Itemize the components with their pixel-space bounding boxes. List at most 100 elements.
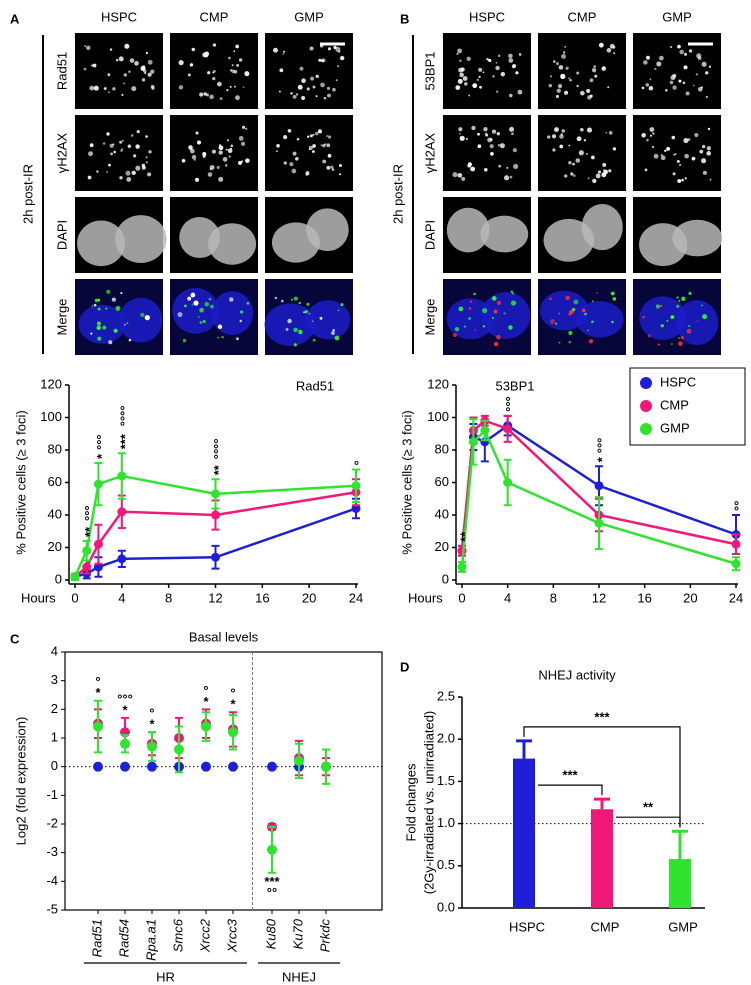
- significance: °°: [267, 885, 277, 900]
- focus-dot: [231, 64, 234, 67]
- focus-dot: [591, 320, 594, 324]
- x-tick-label: 8: [550, 590, 557, 605]
- focus-dot: [229, 297, 234, 302]
- focus-dot: [607, 86, 610, 89]
- focus-dot: [697, 56, 702, 61]
- focus-dot: [208, 297, 212, 301]
- focus-dot: [228, 56, 231, 60]
- focus-dot: [304, 310, 308, 314]
- focus-dot: [103, 87, 107, 91]
- focus-dot: [187, 296, 192, 301]
- focus-dot: [586, 127, 593, 133]
- focus-dot: [309, 46, 314, 51]
- row-label: Merge: [54, 299, 69, 336]
- focus-dot: [226, 139, 230, 142]
- focus-dot: [128, 338, 132, 342]
- focus-dot: [150, 69, 155, 74]
- focus-dot: [688, 324, 691, 328]
- significance: *: [594, 456, 609, 462]
- focus-dot: [458, 127, 463, 132]
- focus-dot: [145, 156, 148, 159]
- significance: °°: [731, 501, 746, 511]
- focus-dot: [561, 74, 565, 78]
- data-point: [211, 510, 220, 520]
- focus-dot: [150, 84, 155, 89]
- focus-dot: [644, 168, 648, 172]
- focus-dot: [678, 79, 682, 83]
- focus-dot: [485, 132, 488, 135]
- x-tick-label: HSPC: [509, 919, 545, 934]
- nucleus: [306, 208, 349, 252]
- focus-dot: [509, 93, 513, 98]
- focus-dot: [608, 169, 612, 173]
- nucleus: [211, 291, 254, 335]
- focus-dot: [212, 43, 217, 47]
- focus-dot: [209, 94, 214, 100]
- focus-dot: [707, 127, 711, 131]
- focus-dot: [676, 159, 680, 163]
- focus-dot: [228, 155, 231, 158]
- focus-dot: [455, 85, 461, 90]
- focus-dot: [678, 341, 683, 346]
- focus-dot: [315, 95, 318, 98]
- focus-dot: [580, 127, 584, 132]
- focus-dot: [197, 140, 202, 145]
- focus-dot: [465, 138, 468, 140]
- focus-dot: [701, 304, 704, 307]
- focus-dot: [97, 307, 101, 311]
- row-label: Rad51: [54, 52, 69, 90]
- focus-dot: [612, 147, 617, 151]
- focus-dot: [245, 127, 248, 130]
- focus-dot: [474, 328, 477, 331]
- significance: °: [351, 460, 366, 465]
- focus-dot: [88, 151, 94, 157]
- significance: °°°°: [117, 405, 132, 426]
- focus-dot: [335, 79, 338, 82]
- focus-dot: [92, 63, 97, 68]
- focus-dot: [145, 161, 149, 164]
- focus-dot: [557, 84, 563, 89]
- focus-dot: [691, 156, 696, 161]
- micrograph: [443, 33, 531, 109]
- focus-dot: [473, 292, 476, 296]
- y-tick-label: 20: [48, 539, 62, 554]
- focus-dot: [312, 133, 315, 136]
- focus-dot: [595, 173, 601, 179]
- focus-dot: [115, 59, 119, 62]
- row-label: γH2AX: [54, 132, 69, 173]
- focus-dot: [237, 160, 243, 166]
- group-label: HR: [156, 969, 175, 984]
- focus-dot: [130, 134, 134, 137]
- focus-dot: [123, 323, 126, 326]
- focus-dot: [509, 126, 515, 132]
- focus-dot: [94, 298, 99, 303]
- focus-dot: [482, 307, 488, 314]
- focus-dot: [676, 296, 679, 299]
- focus-dot: [83, 67, 87, 71]
- nucleus: [172, 288, 219, 334]
- data-point: [93, 721, 103, 732]
- focus-dot: [588, 339, 594, 344]
- focus-dot: [320, 144, 323, 147]
- column-header: CMP: [200, 9, 229, 24]
- focus-dot: [499, 143, 505, 149]
- x-tick-label: 16: [255, 590, 269, 605]
- focus-dot: [671, 135, 676, 140]
- data-point: [457, 562, 467, 572]
- focus-dot: [140, 312, 145, 318]
- nucleus: [264, 303, 316, 346]
- data-point: [294, 755, 304, 766]
- focus-dot: [598, 42, 604, 48]
- data-point: [174, 744, 184, 755]
- column-header: HSPC: [101, 9, 137, 24]
- focus-dot: [177, 312, 183, 318]
- focus-dot: [334, 335, 340, 341]
- focus-dot: [296, 138, 300, 141]
- panel-letter: A: [10, 11, 20, 26]
- focus-dot: [508, 53, 513, 59]
- focus-dot: [274, 296, 277, 300]
- focus-dot: [506, 166, 509, 169]
- y-tick-label: 0.5: [437, 857, 455, 872]
- focus-dot: [674, 153, 677, 155]
- y-tick-label: -4: [46, 873, 58, 888]
